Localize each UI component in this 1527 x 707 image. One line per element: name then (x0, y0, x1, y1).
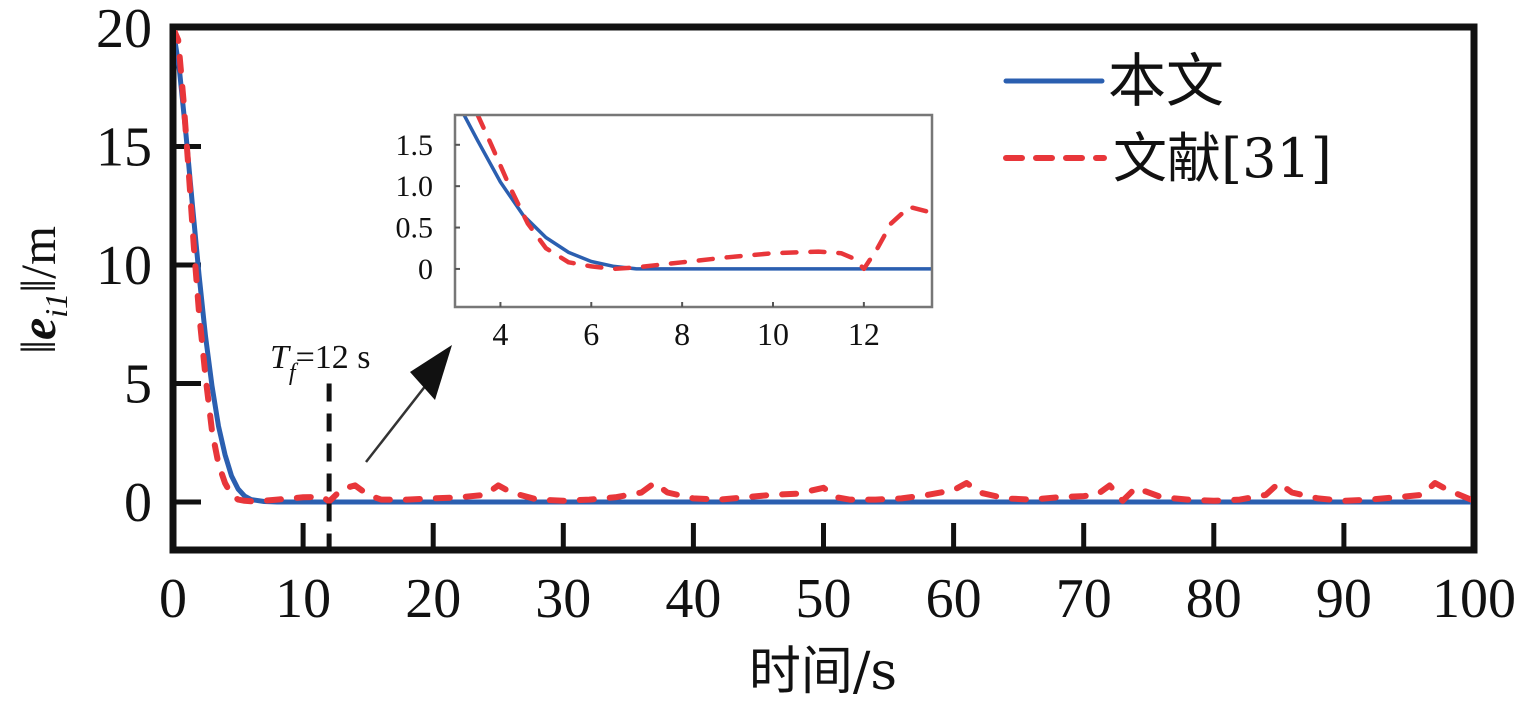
y-tick-label: 10 (96, 235, 152, 297)
inset-x-axis-ticks: 4 6 8 10 12 (492, 302, 880, 352)
tf-label-main: T (270, 339, 291, 376)
inset-x-tick-label: 12 (848, 316, 880, 352)
x-tick-label: 90 (1316, 568, 1372, 630)
y-axis-ticks: 0 5 10 15 20 (96, 0, 201, 534)
x-axis-ticks: 0 10 20 30 40 50 60 70 80 90 100 (159, 523, 1516, 630)
x-tick-label: 50 (796, 568, 852, 630)
x-tick-label: 20 (405, 568, 461, 630)
legend-label-1: 文献[31] (1113, 127, 1332, 190)
series-line-1 (176, 30, 1471, 505)
tf-label-sub: f (289, 360, 299, 386)
x-tick-label: 40 (665, 568, 721, 630)
x-tick-label: 0 (159, 568, 187, 630)
inset-y-tick-label: 0 (418, 253, 433, 286)
main-plot-series (176, 30, 1471, 505)
x-tick-label: 70 (1056, 568, 1112, 630)
y-label-norm-open: ‖ (10, 340, 66, 354)
inset-background (455, 115, 932, 307)
inset-y-tick-label: 0.5 (396, 212, 434, 245)
inset-x-tick-label: 8 (674, 316, 690, 352)
svg-text:‖ei1‖/m: ‖ei1‖/m (10, 226, 74, 354)
inset-y-axis-ticks: 0 0.5 1.0 1.5 (396, 129, 460, 286)
y-axis-label: ‖ei1‖/m (10, 226, 74, 354)
inset-series-line-1 (475, 116, 931, 272)
y-tick-label: 15 (96, 117, 152, 179)
inset-x-tick-label: 6 (583, 316, 599, 352)
y-tick-label: 20 (96, 0, 152, 60)
x-axis-label: 时间/s (749, 642, 897, 702)
tf-label: Tf=12 s (270, 339, 371, 386)
x-tick-label: 100 (1432, 568, 1516, 630)
x-tick-label: 10 (275, 568, 331, 630)
y-label-symbol: e (10, 318, 66, 340)
y-label-norm-close: ‖ (10, 279, 66, 293)
legend: 本文 文献[31] (1003, 47, 1332, 190)
x-tick-label: 30 (535, 568, 591, 630)
inset-y-tick-label: 1.0 (396, 170, 434, 203)
inset-frame (453, 113, 934, 309)
y-tick-label: 0 (124, 472, 152, 534)
y-tick-label: 5 (124, 354, 152, 416)
inset-arrow-head (410, 345, 452, 400)
inset-series (462, 116, 931, 272)
inset-arrow-shaft (365, 379, 431, 463)
inset-series-line-0 (462, 116, 931, 271)
x-tick-label: 60 (926, 568, 982, 630)
inset-x-tick-label: 10 (757, 316, 789, 352)
tf-label-rest: =12 s (296, 339, 371, 376)
y-label-subscript: i1 (38, 293, 74, 318)
y-label-unit: /m (10, 226, 66, 279)
inset-x-tick-label: 4 (492, 316, 508, 352)
legend-label-0: 本文 (1108, 47, 1224, 115)
x-tick-label: 80 (1186, 568, 1242, 630)
inset-y-tick-label: 1.5 (396, 129, 434, 162)
